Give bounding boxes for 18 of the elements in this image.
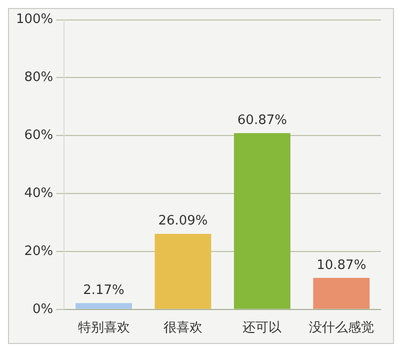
bar — [313, 278, 370, 309]
data-label: 60.87% — [237, 112, 287, 128]
y-tick-label: 0% — [32, 302, 54, 317]
y-tick-label: 20% — [24, 244, 54, 259]
y-tick-label: 40% — [24, 186, 54, 201]
y-tick-label: 80% — [24, 70, 54, 86]
x-tick-label: 很喜欢 — [163, 320, 202, 336]
y-tick-label: 100% — [16, 12, 54, 28]
y-tick-label: 60% — [24, 128, 54, 144]
bar — [76, 303, 132, 309]
x-tick-label: 还可以 — [242, 320, 282, 336]
x-tick-label: 没什么感觉 — [308, 320, 374, 336]
bar — [234, 133, 290, 309]
data-label: 10.87% — [316, 258, 366, 273]
x-tick-label: 特别喜欢 — [78, 320, 130, 336]
data-label: 2.17% — [83, 282, 124, 298]
data-label: 26.09% — [158, 214, 208, 229]
bar — [154, 234, 212, 309]
